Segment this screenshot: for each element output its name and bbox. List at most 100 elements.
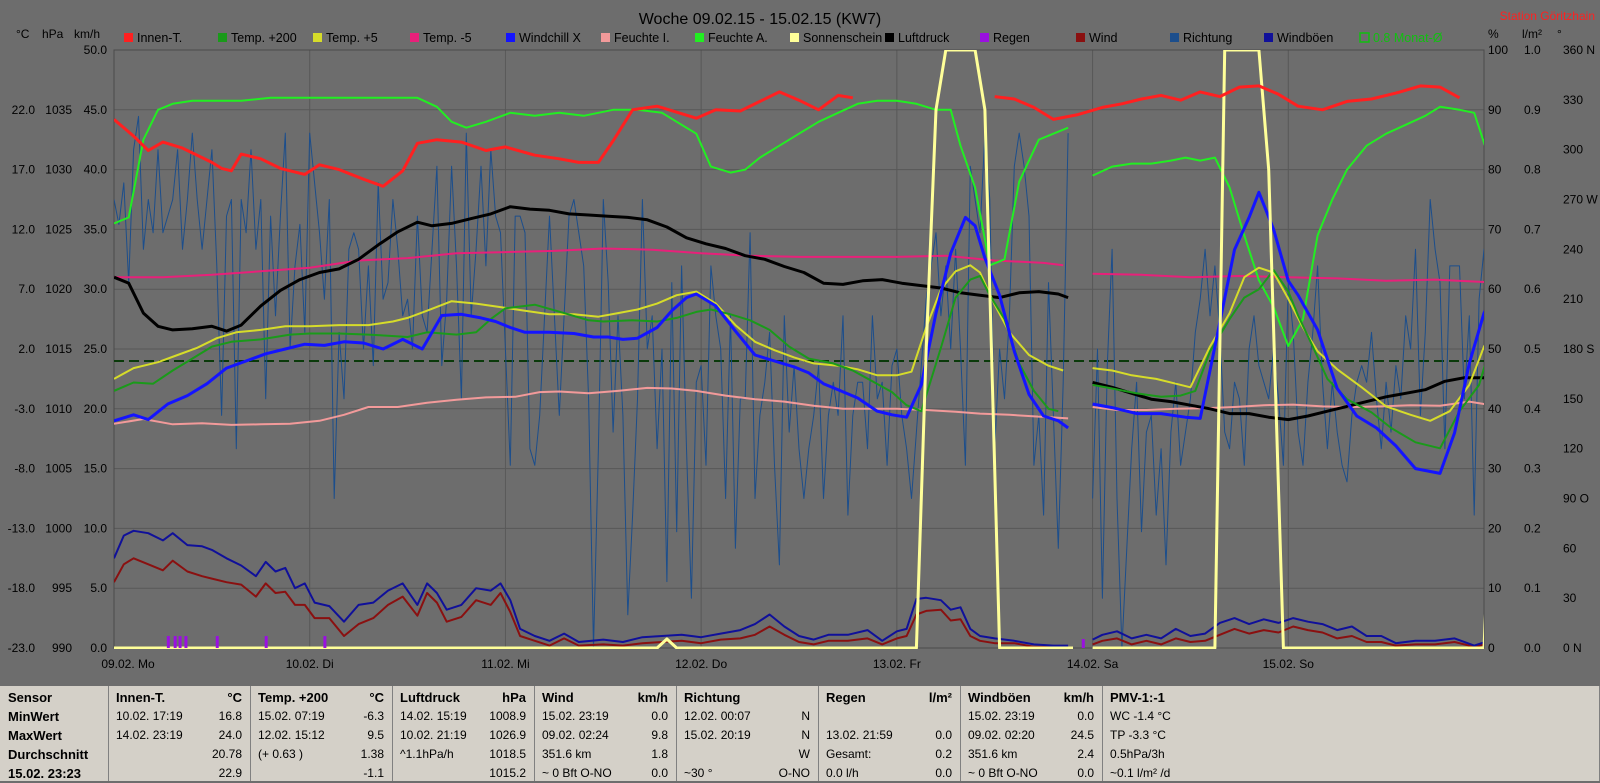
stats-cell-value: 1018.5: [489, 747, 526, 761]
tick-label-direction: 150: [1563, 392, 1583, 406]
tick-label-day: 10.02. Di: [286, 657, 334, 671]
legend-swatch: [695, 33, 704, 42]
stats-cell-label: 351.6 km: [542, 747, 592, 761]
tick-label-rain: 0.8: [1524, 163, 1541, 177]
stats-column-title: Richtung: [684, 690, 741, 705]
tick-label-direction: 330: [1563, 93, 1583, 107]
stats-cell-label: (+ 0.63 ): [258, 747, 304, 761]
stats-column-wind: Wind km/h 15.02. 23:19 0.0 09.02. 02:24 9.8 35…: [534, 686, 677, 781]
stats-cell-value: 1026.9: [489, 728, 526, 742]
stats-cell-label: 15.02. 07:19: [258, 709, 325, 723]
tick-label-direction: 90 O: [1563, 492, 1589, 506]
legend-label: Temp. +5: [326, 31, 378, 45]
tick-label-pct: 50: [1488, 342, 1502, 356]
tick-label-pct: 30: [1488, 462, 1502, 476]
stats-column-title: Regen: [826, 690, 866, 705]
stats-cell-value: 1.38: [360, 747, 384, 761]
stats-cell-value: 9.8: [651, 728, 668, 742]
series-line-windchill-x: [114, 190, 1484, 475]
tick-label-wind: 15.0: [84, 462, 108, 476]
stats-cell-value: -6.3: [363, 709, 384, 723]
stats-cell-value: 1008.9: [489, 709, 526, 723]
stats-cell-value: N: [801, 709, 810, 723]
tick-label-direction: 30: [1563, 591, 1577, 605]
tick-label-pct: 100: [1488, 43, 1508, 57]
stats-cell-label: 10.02. 17:19: [116, 709, 183, 723]
stats-cell-value: O-NO: [778, 766, 810, 780]
legend-label: Temp. +200: [231, 31, 297, 45]
legend-label: 0.8 Monat-Ø: [1373, 31, 1443, 45]
tick-label-rain: 0.3: [1524, 462, 1541, 476]
tick-label-rain: 0.9: [1524, 103, 1541, 117]
stats-cell-label: 10.02. 21:19: [400, 728, 467, 742]
tick-label-wind: 5.0: [90, 581, 107, 595]
legend-label: Feuchte I.: [614, 31, 670, 45]
station-label: Station Göritzhain: [1500, 9, 1595, 23]
tick-label-temp: -23.0: [8, 641, 36, 655]
rain-bar: [166, 636, 170, 648]
tick-label-wind: 45.0: [84, 103, 108, 117]
stats-label-current: 15.02. 23:23: [8, 766, 82, 781]
tick-label-day: 09.02. Mo: [101, 657, 155, 671]
stats-cell-label: 14.02. 15:19: [400, 709, 467, 723]
stats-cell-value: 24.0: [218, 728, 242, 742]
stats-column-richtung: Richtung 12.02. 00:07 N 15.02. 20:19 N W ~30 °…: [676, 686, 819, 781]
left-unit-temp: °C: [16, 27, 30, 41]
tick-label-temp: 12.0: [12, 222, 36, 236]
legend-swatch: [124, 33, 133, 42]
tick-label-pct: 0: [1488, 641, 1495, 655]
tick-label-hpa: 1030: [45, 163, 72, 177]
legend-label: Feuchte A.: [708, 31, 768, 45]
legend-swatch: [410, 33, 419, 42]
tick-label-rain: 0.5: [1524, 342, 1541, 356]
tick-label-hpa: 1010: [45, 402, 72, 416]
stats-column-title: Temp. +200: [258, 690, 329, 705]
stats-cell-label: 15.02. 23:19: [542, 709, 609, 723]
series-line-wind: [114, 557, 1484, 648]
tick-label-day: 11.02. Mi: [481, 657, 529, 671]
stats-column-unit: °C: [227, 690, 242, 705]
tick-label-temp: 22.0: [12, 103, 36, 117]
tick-label-hpa: 1020: [45, 282, 72, 296]
stats-cell-label: ~30 °: [684, 766, 713, 780]
series-group: [114, 50, 1484, 649]
stats-cell-label: Gesamt:: [826, 747, 872, 761]
right-unit-pct: %: [1488, 27, 1499, 41]
left-unit-kmh: km/h: [74, 27, 100, 41]
stats-label-max: MaxWert: [8, 728, 62, 743]
series-line-temp-5: [114, 247, 1484, 284]
tick-label-hpa: 1005: [45, 462, 72, 476]
legend-swatch: [1076, 33, 1085, 42]
stats-cell-label: TP -3.3 °C: [1110, 728, 1166, 742]
stats-cell-label: 12.02. 15:12: [258, 728, 325, 742]
tick-label-hpa: 1000: [45, 521, 72, 535]
stats-cell-value: 0.2: [935, 747, 952, 761]
series-line-innen-t-: [114, 84, 1461, 188]
stats-cell-label: ~0.1 l/m² /d: [1110, 766, 1171, 780]
tick-label-direction: 60: [1563, 541, 1577, 555]
tick-label-pct: 10: [1488, 581, 1502, 595]
rain-bar: [323, 636, 327, 648]
legend-label: Temp. -5: [423, 31, 472, 45]
stats-column-luftdruck: Luftdruck hPa 14.02. 15:19 1008.9 10.02. 21:…: [392, 686, 535, 781]
stats-cell-value: 0.0: [1077, 709, 1094, 723]
plot-grid: [113, 49, 1485, 649]
tick-label-hpa: 1025: [45, 222, 72, 236]
stats-cell-value: 16.8: [218, 709, 242, 723]
tick-label-hpa: 1015: [45, 342, 72, 356]
tick-label-rain: 0.6: [1524, 282, 1541, 296]
tick-label-direction: 300: [1563, 143, 1583, 157]
legend-label: Windböen: [1277, 31, 1333, 45]
legend-swatch: [1359, 32, 1370, 43]
stats-cell-value: N: [801, 728, 810, 742]
stats-cell-label: 09.02. 02:24: [542, 728, 609, 742]
series-line-windb-en: [114, 529, 1484, 647]
rain-bar: [184, 636, 188, 648]
rain-bar: [173, 636, 177, 648]
stats-cell-value: 2.4: [1077, 747, 1094, 761]
stats-column-unit: km/h: [1063, 690, 1094, 705]
stats-label-min: MinWert: [8, 709, 60, 724]
stats-cell-label: 15.02. 20:19: [684, 728, 751, 742]
stats-column-title: Windböen: [968, 690, 1031, 705]
tick-label-pct: 60: [1488, 282, 1502, 296]
